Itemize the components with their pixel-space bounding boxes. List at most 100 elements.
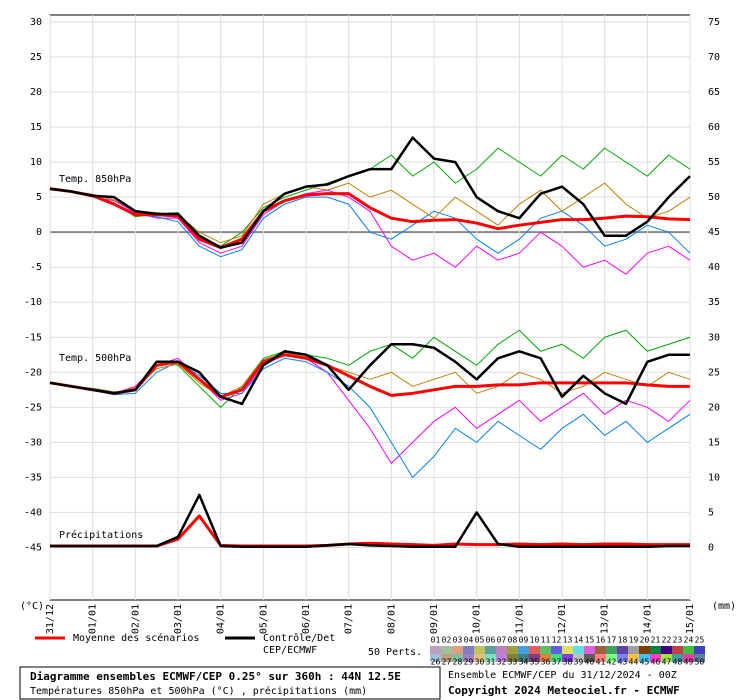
member-label: 35 (530, 658, 540, 667)
y2-tick-label: 70 (708, 52, 720, 63)
footer-run: Ensemble ECMWF/CEP du 31/12/2024 - 00Z (448, 670, 677, 681)
member-swatch (430, 646, 441, 654)
x-tick-label: 14/01 (642, 604, 653, 634)
member-label: 29 (464, 658, 474, 667)
footer-box (19, 666, 441, 700)
y2-tick-label: 15 (708, 437, 720, 448)
member-label: 27 (442, 658, 452, 667)
member-label: 14 (574, 636, 584, 645)
member-label: 04 (464, 636, 474, 645)
member-swatch (529, 654, 540, 662)
member-label: 12 (552, 636, 562, 645)
member-swatch (496, 646, 507, 654)
member-label: 38 (563, 658, 573, 667)
member-swatch (584, 646, 595, 654)
member-swatch (584, 654, 595, 662)
member-line (49, 188, 691, 258)
y2-tick-label: 40 (708, 262, 720, 273)
member-label: 28 (453, 658, 463, 667)
member-label: 49 (684, 658, 694, 667)
legend-mean: Moyenne des scénarios (73, 632, 199, 644)
y-tick-label: -5 (30, 262, 42, 273)
member-swatch (683, 646, 694, 654)
member-label: 05 (475, 636, 485, 645)
y2-tick-label: 55 (708, 157, 720, 168)
control-line (49, 136, 691, 249)
member-label: 36 (541, 658, 551, 667)
member-swatch (595, 646, 606, 654)
y2-tick-label: 45 (708, 227, 720, 238)
member-label: 24 (684, 636, 694, 645)
member-label: 11 (541, 636, 551, 645)
x-tick-label: 07/01 (344, 604, 355, 634)
member-swatch (474, 654, 485, 662)
y-label: (°C) (20, 601, 44, 612)
member-label: 40 (585, 658, 595, 667)
y2-tick-label: 60 (708, 122, 720, 133)
x-tick-label: 15/01 (685, 604, 696, 634)
member-label: 41 (596, 658, 606, 667)
member-label: 47 (662, 658, 672, 667)
y2-label: (mm) (712, 601, 736, 612)
member-label: 21 (651, 636, 661, 645)
member-swatch (551, 654, 562, 662)
member-label: 20 (640, 636, 650, 645)
x-tick-label: 06/01 (301, 604, 312, 634)
x-tick-label: 02/01 (130, 604, 141, 634)
footer-subtitle: Températures 850hPa et 500hPa (°C) , pré… (30, 685, 367, 697)
member-swatch (661, 654, 672, 662)
member-swatch (617, 646, 628, 654)
member-swatch (463, 646, 474, 654)
member-label: 06 (486, 636, 496, 645)
y-tick-label: -10 (24, 297, 42, 308)
member-swatch (485, 646, 496, 654)
member-label: 32 (497, 658, 507, 667)
member-swatch (496, 654, 507, 662)
member-swatch (529, 646, 540, 654)
footer-title: Diagramme ensembles ECMWF/CEP 0.25° sur … (30, 670, 401, 683)
member-swatch (573, 654, 584, 662)
x-tick-label: 11/01 (514, 604, 525, 634)
member-label: 10 (530, 636, 540, 645)
member-swatch (540, 654, 551, 662)
member-swatch (672, 654, 683, 662)
member-line (49, 188, 691, 275)
panel-label: Temp. 500hPa (59, 353, 131, 364)
y-tick-label: -30 (24, 437, 42, 448)
member-label: 44 (629, 658, 639, 667)
member-swatch (518, 646, 529, 654)
member-label: 16 (596, 636, 606, 645)
y-tick-label: -40 (24, 507, 42, 518)
member-swatch (650, 646, 661, 654)
member-swatch (485, 654, 496, 662)
y-tick-label: 10 (30, 157, 42, 168)
member-swatch (507, 654, 518, 662)
footer-copyright: Copyright 2024 Meteociel.fr - ECMWF (448, 684, 680, 697)
member-label: 13 (563, 636, 573, 645)
member-label: 39 (574, 658, 584, 667)
member-swatch (562, 654, 573, 662)
member-swatch (683, 654, 694, 662)
member-label: 45 (640, 658, 650, 667)
y-tick-label: -25 (24, 402, 42, 413)
y2-tick-label: 65 (708, 87, 720, 98)
x-tick-label: 05/01 (258, 604, 269, 634)
member-swatch (595, 654, 606, 662)
plot-layer (49, 15, 691, 600)
member-swatch (452, 654, 463, 662)
y-tick-label: 15 (30, 122, 42, 133)
y2-tick-label: 25 (708, 367, 720, 378)
legend-perts: 50 Perts. (368, 647, 422, 658)
panel-label: Temp. 850hPa (59, 174, 131, 185)
member-swatch (606, 646, 617, 654)
member-swatch (441, 654, 452, 662)
member-swatch (441, 646, 452, 654)
y-tick-label: -35 (24, 472, 42, 483)
y2-tick-label: 30 (708, 332, 720, 343)
y2-tick-label: 10 (708, 472, 720, 483)
member-label: 03 (453, 636, 463, 645)
member-label: 09 (519, 636, 529, 645)
y-tick-label: 25 (30, 52, 42, 63)
control-line (49, 343, 690, 406)
